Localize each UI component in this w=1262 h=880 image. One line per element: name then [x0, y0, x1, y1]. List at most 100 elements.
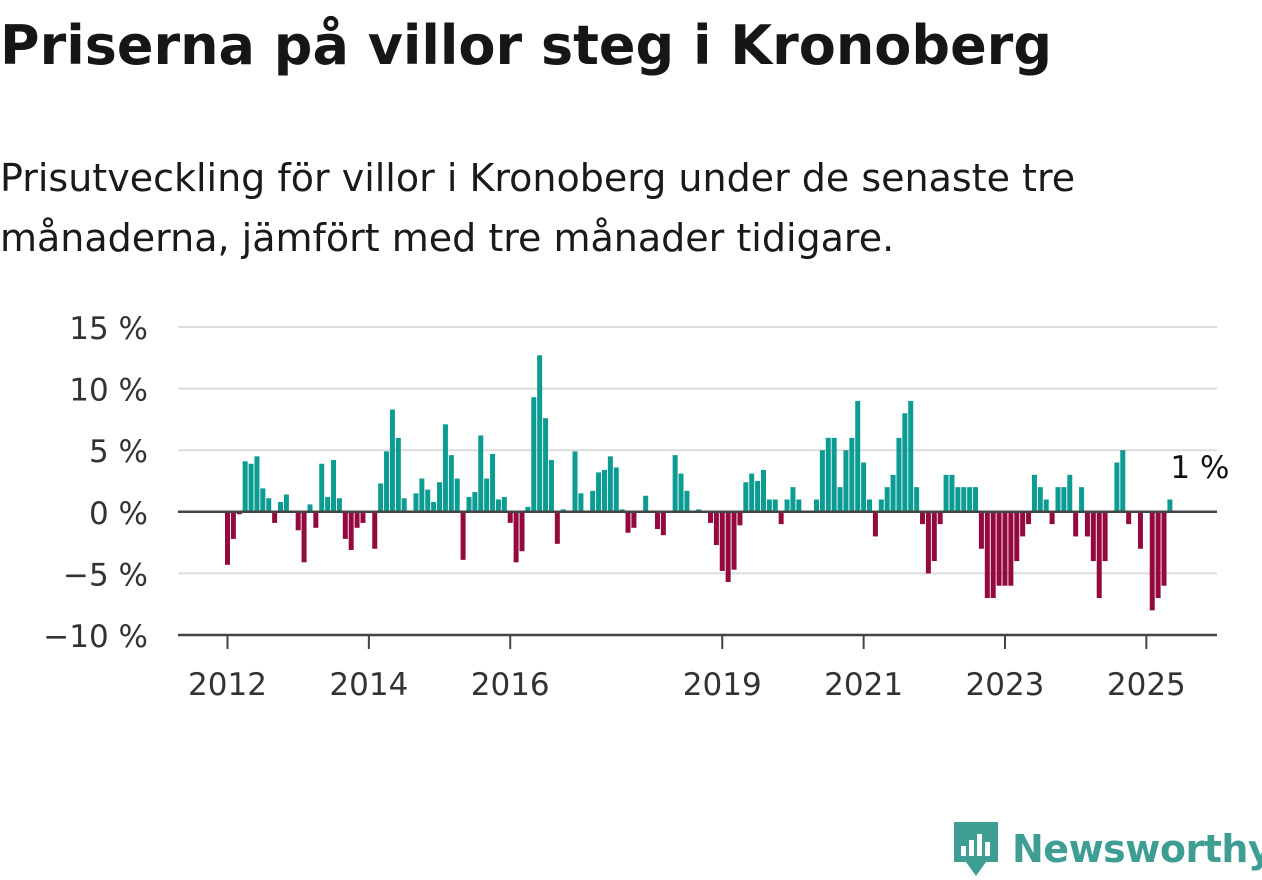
- bar: [990, 511, 996, 599]
- bar: [354, 511, 360, 528]
- bar: [684, 490, 690, 512]
- bar: [837, 487, 843, 512]
- bar: [872, 511, 878, 537]
- bar: [531, 397, 537, 512]
- bar: [778, 511, 784, 525]
- bar: [713, 511, 719, 546]
- bar: [973, 487, 979, 512]
- x-tick-label: 2019: [683, 667, 762, 703]
- bar: [307, 504, 313, 512]
- bar: [331, 460, 337, 512]
- bar: [1137, 511, 1143, 549]
- bar: [472, 492, 478, 512]
- bar: [613, 467, 619, 512]
- bar: [537, 355, 543, 512]
- bar: [1090, 511, 1096, 562]
- bar: [519, 511, 525, 552]
- bar: [242, 461, 248, 512]
- bar: [313, 511, 319, 528]
- bar: [272, 511, 278, 523]
- bar: [796, 499, 802, 512]
- bar: [513, 511, 519, 563]
- bar: [1096, 511, 1102, 599]
- bar: [1055, 487, 1061, 512]
- bar: [230, 511, 236, 539]
- bar: [254, 456, 260, 512]
- bar: [389, 409, 395, 512]
- bar: [1120, 450, 1126, 512]
- bar: [1020, 511, 1026, 537]
- bar: [743, 482, 749, 512]
- bar: [760, 469, 766, 512]
- bar: [867, 499, 873, 512]
- bar: [248, 463, 254, 512]
- bar: [260, 488, 266, 512]
- x-tick-label: 2016: [471, 667, 550, 703]
- bar: [1126, 511, 1132, 525]
- bar: [672, 455, 678, 512]
- bar: [395, 437, 401, 512]
- bar: [955, 487, 961, 512]
- bar: [961, 487, 967, 512]
- bar: [484, 478, 490, 512]
- bar: [902, 413, 908, 512]
- bar: [596, 472, 602, 512]
- bar: [283, 494, 289, 512]
- bar: [325, 497, 331, 512]
- bar: [884, 487, 890, 512]
- bar: [1049, 511, 1055, 525]
- bar: [490, 453, 496, 512]
- bar: [384, 451, 390, 512]
- newsworthy-logo-icon: [954, 822, 998, 876]
- bar: [914, 487, 920, 512]
- bar: [625, 511, 631, 533]
- bar: [295, 511, 301, 531]
- bar: [731, 511, 737, 570]
- bar: [707, 511, 713, 523]
- bar: [548, 460, 554, 512]
- bar: [978, 511, 984, 549]
- bar: [342, 511, 348, 539]
- bar: [601, 469, 607, 512]
- grid-lines: [178, 326, 1217, 575]
- y-tick-label: 5 %: [89, 434, 148, 470]
- bar: [984, 511, 990, 599]
- bar: [1102, 511, 1108, 562]
- bar: [225, 511, 230, 565]
- bar: [578, 493, 584, 512]
- bar: [719, 511, 725, 571]
- bar: [896, 437, 902, 512]
- bar: [1155, 511, 1161, 599]
- bar: [319, 463, 325, 512]
- bar: [372, 511, 378, 549]
- bar: [401, 498, 407, 512]
- bar: [495, 499, 501, 512]
- bar: [507, 511, 513, 523]
- bar: [1014, 511, 1020, 562]
- bar: [766, 499, 772, 512]
- y-tick-label: −10 %: [43, 619, 148, 655]
- bar: [419, 478, 425, 512]
- bar: [425, 489, 431, 512]
- bar: [1084, 511, 1090, 537]
- bar: [554, 511, 560, 544]
- bar: [861, 462, 867, 512]
- bar: [348, 511, 354, 550]
- bar: [790, 487, 796, 512]
- bar: [266, 498, 272, 512]
- bar: [784, 499, 790, 512]
- bar: [660, 511, 666, 536]
- bars: [225, 355, 1173, 611]
- bar: [849, 437, 855, 512]
- bar: [1079, 487, 1085, 512]
- bar: [725, 511, 731, 583]
- x-tick-label: 2012: [188, 667, 267, 703]
- bar: [1031, 474, 1037, 512]
- bar: [466, 497, 472, 512]
- bar: [937, 511, 943, 525]
- axes: [178, 510, 1217, 649]
- bar: [814, 499, 819, 512]
- bar: [855, 400, 861, 512]
- x-tick-label: 2023: [966, 667, 1045, 703]
- bar: [772, 499, 778, 512]
